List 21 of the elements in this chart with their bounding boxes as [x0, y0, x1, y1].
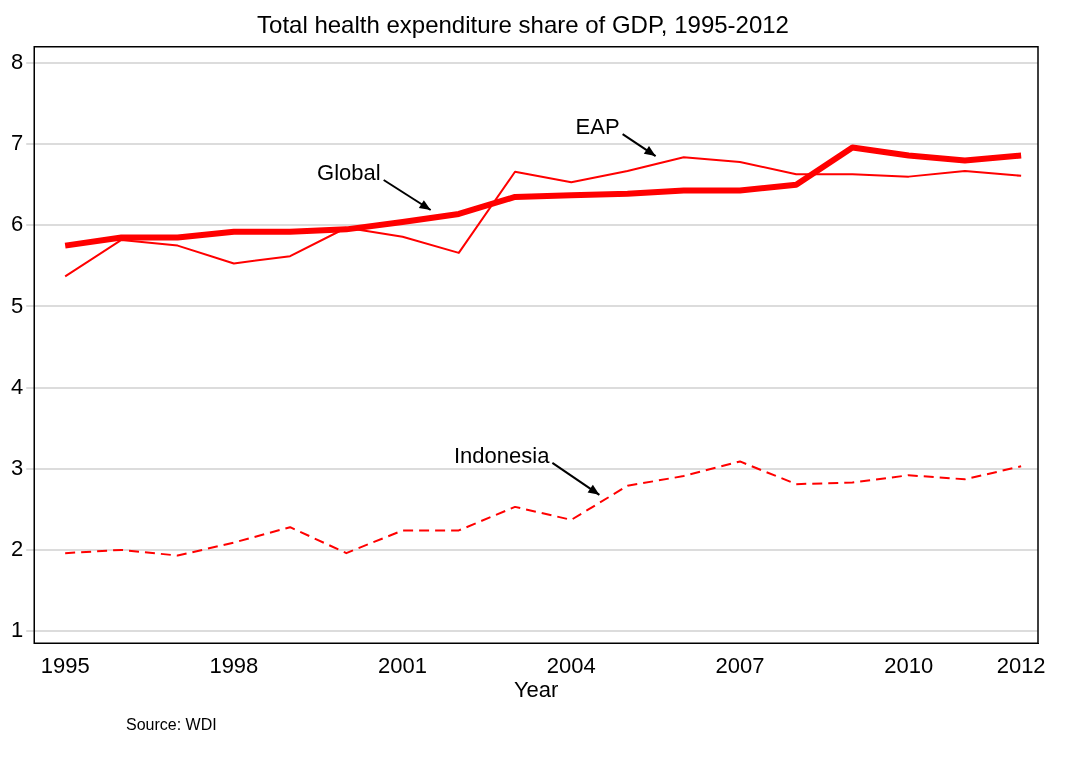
y-tick-label: 6 — [10, 211, 24, 237]
series-label: Global — [317, 160, 381, 186]
x-tick-label: 2012 — [996, 653, 1046, 679]
series-label: EAP — [575, 114, 620, 140]
x-tick-label: 1998 — [209, 653, 259, 679]
y-tick-label: 4 — [10, 373, 24, 399]
y-tick-label: 1 — [10, 617, 24, 643]
text: Indonesia — [453, 442, 551, 468]
x-axis-title: Year — [513, 676, 559, 702]
y-tick-label: 3 — [10, 454, 24, 480]
x-tick-label: 1995 — [40, 653, 90, 679]
y-tick-label: 5 — [10, 292, 24, 318]
x-tick-label: 2004 — [546, 653, 596, 679]
source-note: Source: WDI — [126, 716, 218, 734]
y-tick-label: 2 — [10, 535, 24, 561]
x-tick-label: 2001 — [378, 653, 428, 679]
y-tick-label: 7 — [10, 130, 24, 156]
x-tick-label: 2007 — [715, 653, 765, 679]
chart-title: Total health expenditure share of GDP, 1995-2012 — [257, 11, 789, 39]
y-tick-label: 8 — [10, 49, 24, 75]
x-tick-label: 2010 — [884, 653, 934, 679]
